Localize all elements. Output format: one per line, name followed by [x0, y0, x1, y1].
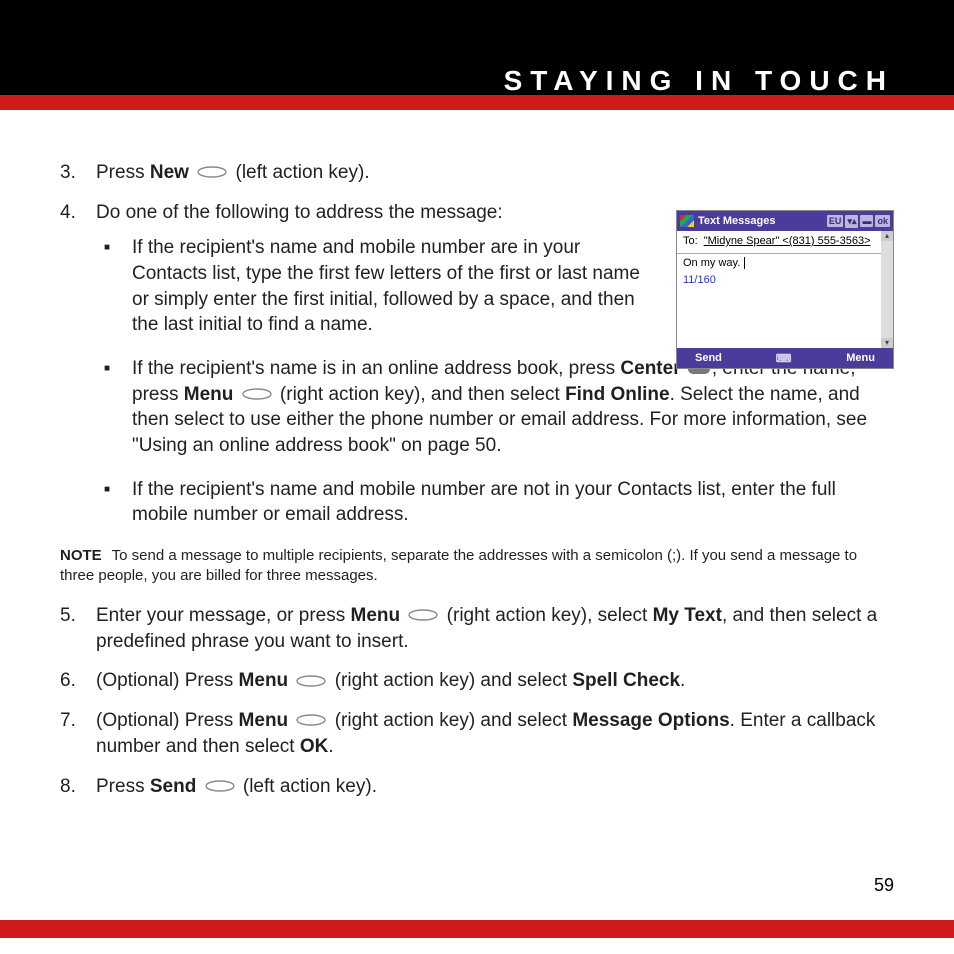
- text: (right action key), and then select: [275, 384, 565, 405]
- text: (right action key) and select: [329, 710, 572, 731]
- step-number: 8.: [60, 774, 96, 800]
- step-body: Enter your message, or press Menu (right…: [96, 603, 894, 654]
- step-number: 5.: [60, 603, 96, 654]
- phone-screenshot: Text Messages EU ▾▴ ▬ ok To: "Midyne Spe…: [676, 210, 894, 369]
- text: .: [680, 670, 685, 691]
- text: (Optional) Press: [96, 670, 239, 691]
- bullet-mark: ■: [104, 235, 132, 338]
- bold-spellcheck: Spell Check: [572, 670, 680, 691]
- text: (Optional) Press: [96, 710, 239, 731]
- action-key-icon: [205, 774, 235, 800]
- message-text: On my way.: [683, 257, 740, 269]
- softkey-menu[interactable]: Menu: [846, 352, 875, 364]
- text: (left action key).: [236, 162, 370, 183]
- note-label: NOTE: [60, 547, 102, 564]
- bold-find-online: Find Online: [565, 384, 670, 405]
- text: .: [328, 736, 333, 757]
- step-3: 3. Press New (left action key).: [60, 160, 894, 186]
- page-section-title: STAYING IN TOUCH: [504, 65, 894, 97]
- action-key-icon: [197, 160, 227, 186]
- text: (right action key), select: [441, 605, 652, 626]
- step-6: 6. (Optional) Press Menu (right action k…: [60, 668, 894, 694]
- page-number: 59: [874, 875, 894, 896]
- step-5: 5. Enter your message, or press Menu (ri…: [60, 603, 894, 654]
- text: (left action key).: [238, 776, 377, 797]
- step-body: Press New (left action key).: [96, 160, 894, 186]
- step-number: 3.: [60, 160, 96, 186]
- message-body[interactable]: On my way.: [677, 254, 881, 272]
- action-key-icon: [408, 603, 438, 629]
- indicator-eu-icon: EU: [827, 215, 844, 227]
- step-number: 6.: [60, 668, 96, 694]
- spacer: [677, 290, 881, 348]
- ss-title-text: Text Messages: [698, 215, 825, 227]
- footer-red-bar: [0, 920, 954, 938]
- text: Press: [96, 162, 150, 183]
- bold-send: Send: [150, 776, 196, 797]
- bold-menu: Menu: [239, 670, 289, 691]
- ok-button[interactable]: ok: [875, 215, 890, 227]
- text: (right action key) and select: [329, 670, 572, 691]
- bold-ok: OK: [300, 736, 329, 757]
- bullet-2: ■ If the recipient's name is in an onlin…: [104, 356, 894, 459]
- ss-body: To: "Midyne Spear" <(831) 555-3563> On m…: [677, 231, 893, 348]
- bullet-text: If the recipient's name and mobile numbe…: [132, 235, 652, 338]
- bullet-text: If the recipient's name and mobile numbe…: [132, 477, 894, 528]
- step-number: 4.: [60, 200, 96, 226]
- bold-center: Center: [620, 358, 680, 379]
- step-8: 8. Press Send (left action key).: [60, 774, 894, 800]
- scrollbar[interactable]: ▴ ▾: [881, 231, 893, 348]
- bullet-mark: ■: [104, 477, 132, 528]
- step-number: 7.: [60, 708, 96, 759]
- battery-icon: ▬: [860, 215, 873, 227]
- bold-msgoptions: Message Options: [572, 710, 729, 731]
- bold-menu: Menu: [184, 384, 234, 405]
- to-label: To:: [683, 235, 698, 247]
- bullet-mark: ■: [104, 356, 132, 459]
- bullet-text: If the recipient's name is in an online …: [132, 356, 894, 459]
- ss-main: To: "Midyne Spear" <(831) 555-3563> On m…: [677, 231, 881, 348]
- ss-to-row: To: "Midyne Spear" <(831) 555-3563>: [677, 231, 881, 249]
- bold-menu: Menu: [351, 605, 401, 626]
- scroll-up-icon[interactable]: ▴: [881, 231, 893, 241]
- scroll-down-icon[interactable]: ▾: [881, 338, 893, 348]
- footer-white-bar: [0, 938, 954, 954]
- bullet-3: ■ If the recipient's name and mobile num…: [104, 477, 894, 528]
- to-value[interactable]: "Midyne Spear" <(831) 555-3563>: [704, 235, 871, 247]
- step-body: (Optional) Press Menu (right action key)…: [96, 708, 894, 759]
- note-text: To send a message to multiple recipients…: [60, 547, 857, 584]
- text: If the recipient's name is in an online …: [132, 358, 620, 379]
- bold-new: New: [150, 162, 189, 183]
- step-body: (Optional) Press Menu (right action key)…: [96, 668, 894, 694]
- ss-softkey-bar: Send ⌨ Menu: [677, 348, 893, 368]
- keyboard-icon[interactable]: ⌨: [776, 352, 793, 365]
- note-block: NOTETo send a message to multiple recipi…: [60, 546, 894, 585]
- bold-menu: Menu: [239, 710, 289, 731]
- text: Enter your message, or press: [96, 605, 351, 626]
- windows-flag-icon: [680, 215, 694, 227]
- action-key-icon: [296, 708, 326, 734]
- bold-mytext: My Text: [653, 605, 722, 626]
- step-body: Press Send (left action key).: [96, 774, 894, 800]
- softkey-send[interactable]: Send: [695, 352, 722, 364]
- header-red-bar: [0, 95, 954, 110]
- text-cursor: [740, 257, 745, 269]
- signal-icon: ▾▴: [845, 215, 858, 228]
- ss-titlebar: Text Messages EU ▾▴ ▬ ok: [677, 211, 893, 231]
- step-7: 7. (Optional) Press Menu (right action k…: [60, 708, 894, 759]
- action-key-icon: [296, 669, 326, 695]
- text: Press: [96, 776, 150, 797]
- char-counter: 11/160: [677, 272, 881, 290]
- action-key-icon: [242, 382, 272, 408]
